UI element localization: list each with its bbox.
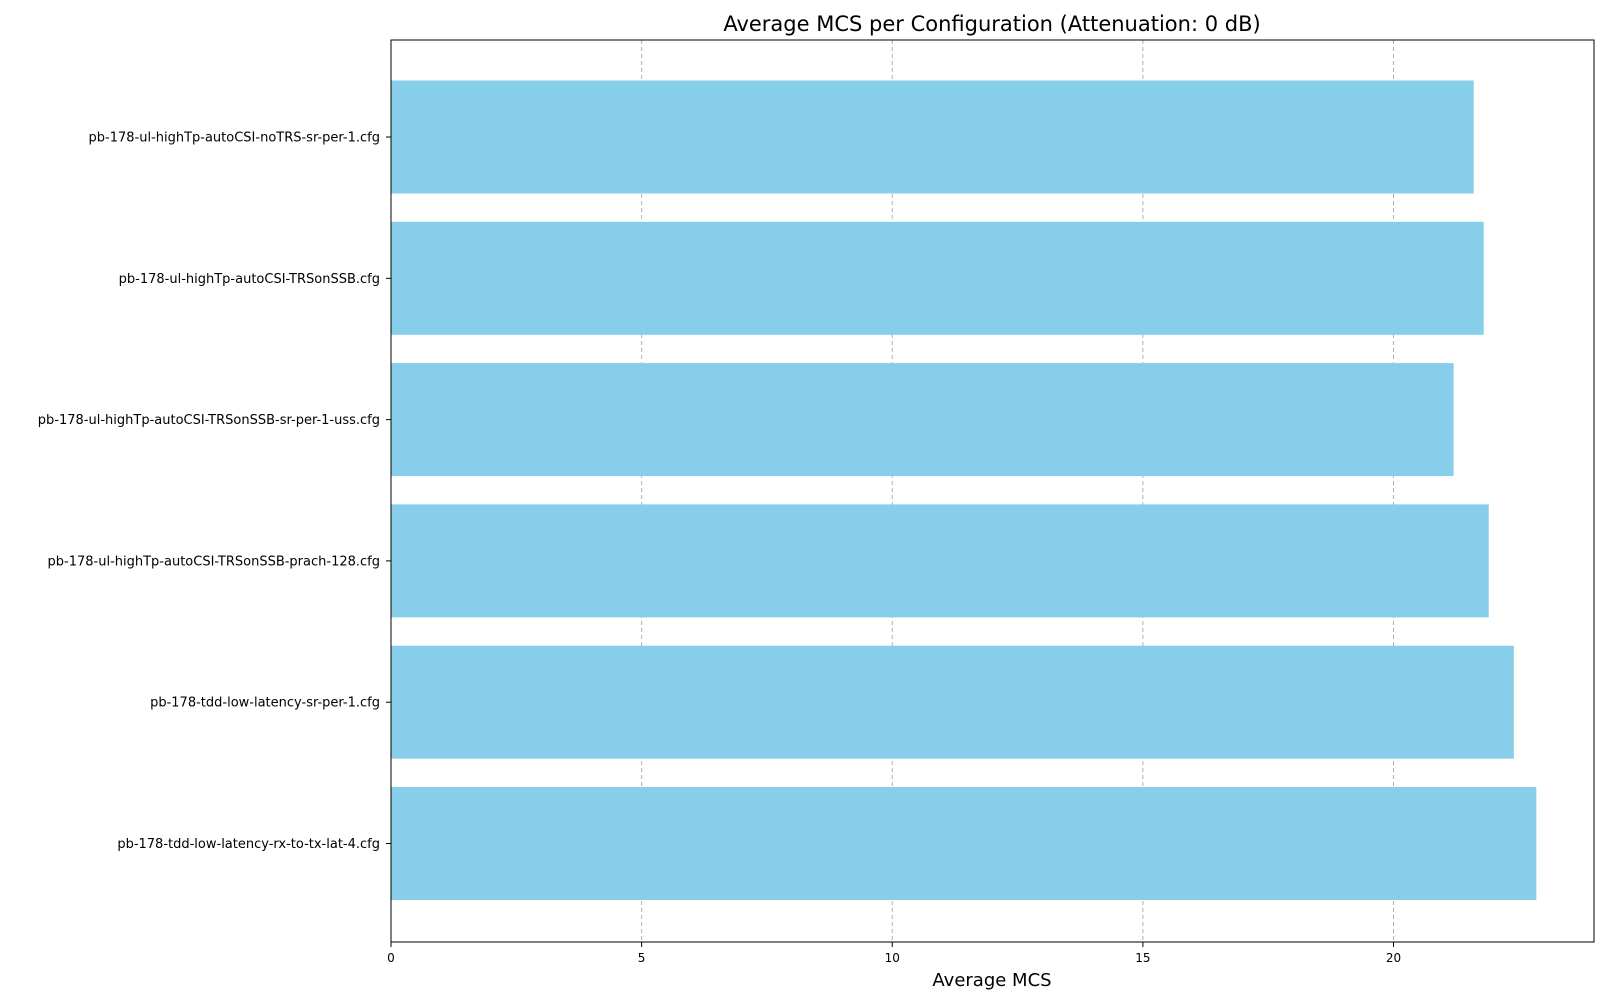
- x-axis-label: Average MCS: [932, 970, 1051, 991]
- y-tick-label-5: pb-178-tdd-low-latency-sr-per-1.cfg: [150, 696, 380, 711]
- x-tick-label-20: 20: [1386, 951, 1401, 965]
- y-tick-label-4: pb-178-ul-highTp-autoCSI-TRSonSSB-prach-…: [48, 554, 380, 569]
- bar-4: [391, 504, 1489, 618]
- plot-frame: [390, 39, 1595, 943]
- x-tick-label-10: 10: [885, 951, 900, 965]
- x-tick-label-15: 15: [1135, 951, 1150, 965]
- bars: [391, 80, 1537, 900]
- bar-1: [391, 80, 1474, 194]
- y-tick-label-1: pb-178-ul-highTp-autoCSI-noTRS-sr-per-1.…: [89, 131, 381, 146]
- x-tick-label-0: 0: [387, 951, 395, 965]
- y-tick-label-3: pb-178-ul-highTp-autoCSI-TRSonSSB-sr-per…: [38, 413, 380, 428]
- chart-title: Average MCS per Configuration (Attenuati…: [723, 12, 1260, 36]
- y-tick-label-6: pb-178-tdd-low-latency-rx-to-tx-lat-4.cf…: [117, 837, 380, 852]
- x-axis-ticks: 0 5 10 15 20: [387, 942, 1401, 965]
- y-tick-label-2: pb-178-ul-highTp-autoCSI-TRSonSSB.cfg: [119, 272, 380, 287]
- y-axis-labels: pb-178-ul-highTp-autoCSI-noTRS-sr-per-1.…: [38, 131, 391, 852]
- bar-6: [391, 787, 1537, 900]
- x-tick-label-5: 5: [638, 951, 646, 965]
- bar-2: [391, 221, 1484, 335]
- bar-3: [391, 363, 1454, 477]
- bar-5: [391, 645, 1514, 759]
